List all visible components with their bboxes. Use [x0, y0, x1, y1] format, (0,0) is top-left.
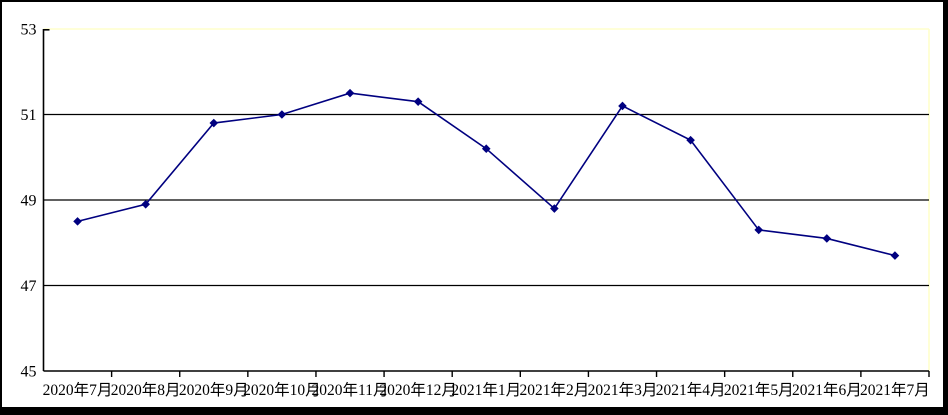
data-point-marker: [73, 217, 82, 226]
data-point-marker: [890, 251, 900, 260]
x-tick-label: 2021年4月: [656, 381, 726, 399]
x-tick-label: 2020年8月: [111, 381, 181, 399]
y-tick-label: 47: [21, 278, 37, 295]
x-tick-label: 2021年2月: [519, 381, 589, 399]
x-tick-label: 2020年10月: [243, 381, 321, 399]
data-point-marker: [209, 118, 219, 128]
x-tick-label: 2021年7月: [860, 381, 930, 399]
x-tick-label: 2020年7月: [43, 381, 113, 399]
x-tick-label: 2021年3月: [588, 381, 658, 399]
y-tick-label: 53: [21, 22, 37, 39]
data-point-marker: [413, 97, 423, 106]
data-series-line: [77, 92, 896, 257]
data-point-marker: [754, 225, 764, 235]
x-tick-label: 2021年1月: [451, 381, 521, 399]
x-tick-label: 2020年11月: [312, 381, 389, 399]
x-tick-label: 2021年5月: [724, 381, 794, 399]
x-tick-label: 2021年6月: [792, 381, 862, 399]
data-point-marker: [481, 144, 491, 153]
data-point-marker: [822, 234, 832, 243]
data-point-marker: [686, 135, 695, 145]
data-point-marker: [277, 110, 287, 119]
line-chart-canvas: 53514947452020年7月2020年8月2020年9月2020年10月2…: [21, 22, 930, 400]
data-point-marker: [618, 101, 627, 111]
y-tick-label: 49: [21, 193, 37, 210]
y-tick-label: 45: [21, 364, 37, 381]
data-point-marker: [550, 204, 559, 213]
data-point-marker: [141, 199, 150, 209]
x-tick-label: 2020年12月: [379, 381, 457, 399]
y-tick-label: 51: [21, 107, 37, 124]
data-point-marker: [345, 88, 355, 98]
x-tick-label: 2020年9月: [179, 381, 249, 399]
